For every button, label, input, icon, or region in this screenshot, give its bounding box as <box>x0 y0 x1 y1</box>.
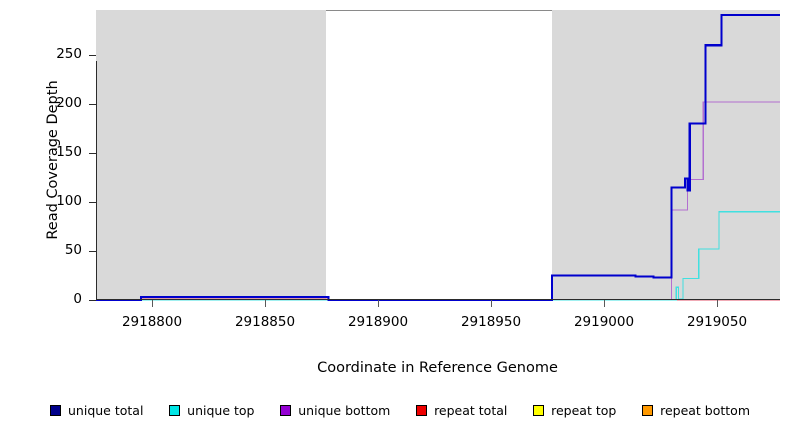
legend-label: unique total <box>68 402 144 418</box>
y-tick-label: 0 <box>73 291 82 307</box>
x-tick-mark <box>717 300 718 307</box>
series-layer <box>96 13 780 302</box>
x-tick-label: 2919000 <box>573 314 635 330</box>
y-tick-mark <box>89 104 96 105</box>
legend-item-repeat-total[interactable]: repeat total <box>416 403 507 418</box>
x-axis-line <box>96 299 780 300</box>
y-tick-mark <box>89 300 96 301</box>
legend-item-unique-bottom[interactable]: unique bottom <box>280 403 390 418</box>
legend-swatch-icon <box>169 404 181 416</box>
x-axis-title: Coordinate in Reference Genome <box>317 360 558 376</box>
x-tick-label: 2918850 <box>234 314 296 330</box>
x-tick-mark <box>604 300 605 307</box>
series-line-unique-total <box>96 13 780 302</box>
x-tick-label: 2919050 <box>686 314 748 330</box>
x-tick-mark <box>491 300 492 307</box>
x-tick-label: 2918900 <box>347 314 409 330</box>
legend-label: unique top <box>187 402 255 418</box>
series-line-unique-bottom <box>96 101 780 301</box>
y-axis-line <box>96 61 97 300</box>
legend-label: repeat total <box>434 402 508 418</box>
shaded-region <box>96 10 327 300</box>
legend-swatch-icon <box>416 404 428 416</box>
y-tick-mark <box>89 153 96 154</box>
x-tick-label: 2918800 <box>121 314 183 330</box>
legend-label: repeat bottom <box>660 402 751 418</box>
legend-swatch-icon <box>642 404 654 416</box>
y-tick-label: 250 <box>56 46 82 62</box>
shaded-region <box>552 10 780 300</box>
legend-item-repeat-bottom[interactable]: repeat bottom <box>642 403 750 418</box>
plot-area <box>96 10 780 302</box>
chart-legend: unique total unique top unique bottom repea… <box>50 400 750 420</box>
legend-item-unique-total[interactable]: unique total <box>50 403 143 418</box>
legend-swatch-icon <box>280 404 292 416</box>
legend-label: repeat top <box>551 402 617 418</box>
legend-item-repeat-top[interactable]: repeat top <box>533 403 616 418</box>
y-tick-label: 100 <box>56 193 82 209</box>
x-tick-mark <box>152 300 153 307</box>
y-tick-label: 200 <box>56 95 82 111</box>
x-tick-mark <box>378 300 379 307</box>
y-tick-mark <box>89 55 96 56</box>
y-tick-label: 50 <box>64 242 82 258</box>
legend-swatch-icon <box>533 404 545 416</box>
series-line-unique-top <box>96 211 780 301</box>
plot-frame-top-border <box>96 10 780 11</box>
legend-swatch-icon <box>50 404 61 416</box>
y-tick-mark <box>89 251 96 252</box>
y-tick-mark <box>89 202 96 203</box>
x-tick-label: 2918950 <box>460 314 522 330</box>
legend-label: unique bottom <box>298 402 391 418</box>
legend-item-unique-top[interactable]: unique top <box>169 402 255 418</box>
y-tick-label: 150 <box>56 144 82 160</box>
x-tick-mark <box>265 300 266 307</box>
